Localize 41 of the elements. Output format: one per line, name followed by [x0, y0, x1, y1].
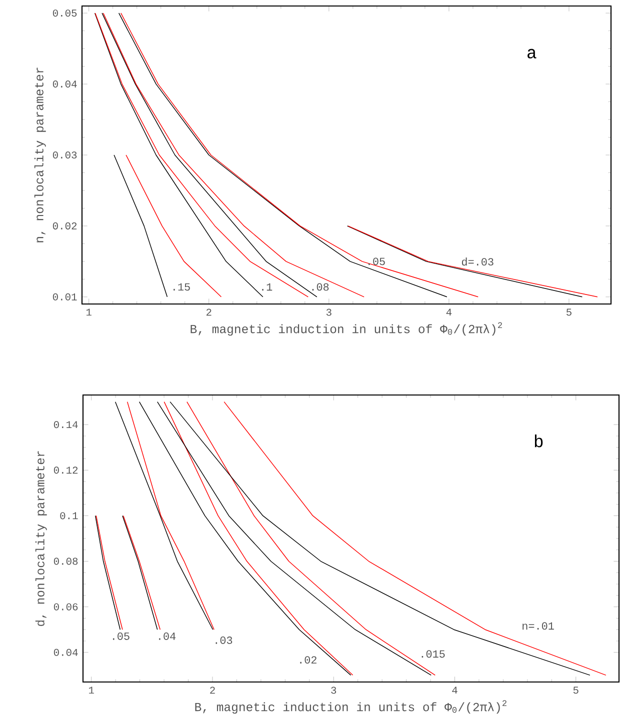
y-tick-label: 0.04	[54, 648, 78, 656]
line-series	[102, 12, 364, 298]
y-axis-title: d, nonlocality parameter	[35, 451, 47, 626]
x-tick-label: 5	[566, 308, 572, 316]
annotation: .04	[159, 632, 176, 640]
line-series	[94, 12, 264, 298]
y-tick-label: 0.1	[60, 512, 78, 520]
y-tick-label: 0.02	[52, 222, 77, 230]
x-tick-label: 3	[331, 686, 336, 694]
annotation: d=.03	[462, 258, 494, 266]
annotation: .15	[174, 283, 190, 291]
annotation: .05	[368, 258, 385, 266]
y-tick-label: 0.08	[54, 558, 78, 565]
y-tick-label: 0.12	[54, 466, 78, 474]
annotation: b	[534, 434, 543, 448]
annotation: a	[528, 48, 536, 58]
x-tick-label: 2	[206, 308, 212, 316]
annotation: .05	[113, 632, 130, 640]
x-tick-label: 1	[86, 308, 92, 316]
annotation: n=.01	[522, 622, 554, 630]
y-axis-title: n, nonlocality parameter	[34, 68, 46, 242]
x-tick-label: 5	[573, 686, 578, 694]
y-tick-label: 0.14	[54, 421, 78, 428]
x-tick-label: 2	[210, 686, 215, 694]
y-tick-label: 0.03	[52, 151, 77, 159]
x-tick-label: 3	[326, 308, 332, 316]
line-series	[126, 154, 222, 298]
x-axis-title: B, magnetic induction in units of Φ$_{0}$/(2πλ)$^{2}$	[195, 700, 506, 714]
y-tick-label: 0.05	[52, 10, 77, 17]
annotation: .015	[422, 650, 445, 658]
x-axis-title: B, magnetic induction in units of Φ$_{0}$/(2πλ)$^{2}$	[190, 322, 502, 336]
y-tick-label: 0.04	[52, 80, 77, 88]
y-tick-label: 0.06	[54, 603, 78, 610]
annotation: .03	[216, 636, 232, 644]
y-tick-label: 0.01	[52, 293, 77, 300]
annotation: .08	[312, 283, 329, 291]
x-tick-label: 4	[446, 308, 452, 316]
x-tick-label: 4	[452, 686, 458, 694]
x-tick-label: 1	[88, 686, 94, 694]
annotation: .1	[262, 283, 272, 291]
annotation: .02	[300, 656, 316, 664]
